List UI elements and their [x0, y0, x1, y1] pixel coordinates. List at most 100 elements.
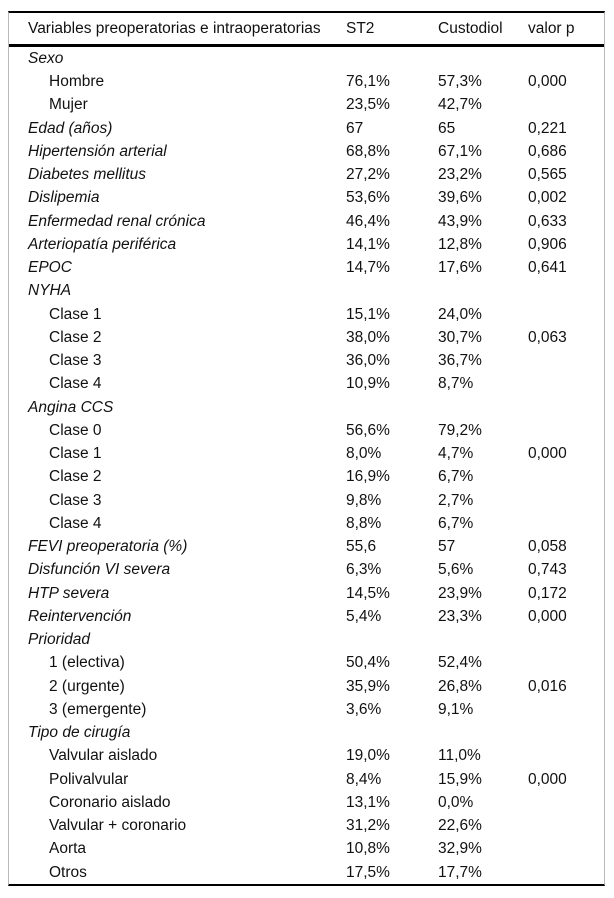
table-row: Clase 4 10,9% 8,7% [9, 373, 604, 396]
table-row: Clase 3 36,0% 36,7% [9, 349, 604, 372]
table-row: Clase 4 8,8% 6,7% [9, 512, 604, 535]
table-body: Sexo Hombre 76,1% 57,3% 0,000 Mujer 23,5% 42,7%… [9, 47, 604, 884]
custodiol-value: 23,2% [438, 166, 482, 184]
st2-value: 27,2% [346, 166, 390, 184]
custodiol-value: 22,6% [438, 817, 482, 835]
row-label: NYHA [28, 282, 72, 300]
row-label: Hipertensión arterial [28, 142, 167, 160]
custodiol-value: 6,7% [438, 468, 474, 486]
table-row: Coronario aislado 13,1% 0,0% [9, 791, 604, 814]
row-label: 1 (electiva) [49, 654, 125, 672]
row-label: Prioridad [28, 631, 91, 649]
row-label: Valvular aislado [49, 747, 158, 765]
row-label: Diabetes mellitus [28, 166, 147, 184]
table-row: Diabetes mellitus 27,2% 23,2% 0,565 [9, 163, 604, 186]
table-row: Angina CCS [9, 396, 604, 419]
custodiol-value: 5,6% [438, 561, 474, 579]
custodiol-value: 15,9% [438, 770, 482, 788]
row-label: Sexo [28, 49, 64, 67]
custodiol-value: 79,2% [438, 421, 482, 439]
row-label: Disfunción VI severa [28, 561, 171, 579]
column-header-variables: Variables preoperatorias e intraoperator… [28, 19, 321, 37]
row-label: Dislipemia [28, 189, 100, 207]
table-row: 1 (electiva) 50,4% 52,4% [9, 652, 604, 675]
p-value: 0,906 [528, 235, 567, 253]
table-row: Arteriopatía periférica 14,1% 12,8% 0,906 [9, 233, 604, 256]
custodiol-value: 6,7% [438, 514, 474, 532]
p-value: 0,000 [528, 607, 567, 625]
row-label: Coronario aislado [49, 793, 171, 811]
st2-value: 19,0% [346, 747, 390, 765]
table-row: Clase 0 56,6% 79,2% [9, 419, 604, 442]
p-value: 0,743 [528, 561, 567, 579]
row-label: Otros [49, 863, 87, 881]
st2-value: 53,6% [346, 189, 390, 207]
custodiol-value: 67,1% [438, 142, 482, 160]
table-row: Clase 1 8,0% 4,7% 0,000 [9, 442, 604, 465]
custodiol-value: 4,7% [438, 445, 474, 463]
table-row: Otros 17,5% 17,7% [9, 861, 604, 884]
st2-value: 13,1% [346, 793, 390, 811]
custodiol-value: 17,7% [438, 863, 482, 881]
table-header-row: Variables preoperatorias e intraoperator… [9, 13, 604, 47]
table-row: EPOC 14,7% 17,6% 0,641 [9, 256, 604, 279]
custodiol-value: 24,0% [438, 305, 482, 323]
table-row: Dislipemia 53,6% 39,6% 0,002 [9, 187, 604, 210]
st2-value: 67 [346, 119, 364, 137]
st2-value: 10,9% [346, 375, 390, 393]
st2-value: 46,4% [346, 212, 390, 230]
st2-value: 5,4% [346, 607, 382, 625]
p-value: 0,063 [528, 328, 567, 346]
st2-value: 14,7% [346, 259, 390, 277]
st2-value: 17,5% [346, 863, 390, 881]
custodiol-value: 8,7% [438, 375, 474, 393]
column-header-st2: ST2 [346, 19, 375, 37]
row-label: Enfermedad renal crónica [28, 212, 206, 230]
st2-value: 76,1% [346, 73, 390, 91]
st2-value: 8,8% [346, 514, 382, 532]
row-label: EPOC [28, 259, 72, 277]
p-value: 0,633 [528, 212, 567, 230]
row-label: Reintervención [28, 607, 132, 625]
row-label: Clase 2 [49, 468, 102, 486]
table-row: Disfunción VI severa 6,3% 5,6% 0,743 [9, 559, 604, 582]
p-value: 0,000 [528, 445, 567, 463]
st2-value: 31,2% [346, 817, 390, 835]
st2-value: 38,0% [346, 328, 390, 346]
table-row: Hipertensión arterial 68,8% 67,1% 0,686 [9, 140, 604, 163]
row-label: Hombre [49, 73, 105, 91]
custodiol-value: 23,9% [438, 584, 482, 602]
custodiol-value: 23,3% [438, 607, 482, 625]
custodiol-value: 26,8% [438, 677, 482, 695]
row-label: HTP severa [28, 584, 110, 602]
table-row: Hombre 76,1% 57,3% 0,000 [9, 70, 604, 93]
custodiol-value: 43,9% [438, 212, 482, 230]
p-value: 0,016 [528, 677, 567, 695]
table-row: Edad (años) 67 65 0,221 [9, 117, 604, 140]
custodiol-value: 65 [438, 119, 456, 137]
table-row: Tipo de cirugía [9, 721, 604, 744]
st2-value: 8,0% [346, 445, 382, 463]
table-row: Clase 2 16,9% 6,7% [9, 466, 604, 489]
custodiol-value: 9,1% [438, 700, 474, 718]
st2-value: 16,9% [346, 468, 390, 486]
custodiol-value: 57 [438, 538, 456, 556]
row-label: Edad (años) [28, 119, 113, 137]
p-value: 0,000 [528, 770, 567, 788]
custodiol-value: 0,0% [438, 793, 474, 811]
table-row: FEVI preoperatoria (%) 55,6 57 0,058 [9, 535, 604, 558]
column-header-custodiol: Custodiol [438, 19, 503, 37]
st2-value: 6,3% [346, 561, 382, 579]
p-value: 0,172 [528, 584, 567, 602]
row-label: Tipo de cirugía [28, 724, 131, 742]
row-label: Clase 3 [49, 491, 102, 509]
p-value: 0,002 [528, 189, 567, 207]
p-value: 0,565 [528, 166, 567, 184]
table-row: Valvular + coronario 31,2% 22,6% [9, 814, 604, 837]
st2-value: 23,5% [346, 96, 390, 114]
custodiol-value: 12,8% [438, 235, 482, 253]
table-row: Mujer 23,5% 42,7% [9, 94, 604, 117]
row-label: Polivalvular [49, 770, 129, 788]
st2-value: 15,1% [346, 305, 390, 323]
table-row: Valvular aislado 19,0% 11,0% [9, 745, 604, 768]
